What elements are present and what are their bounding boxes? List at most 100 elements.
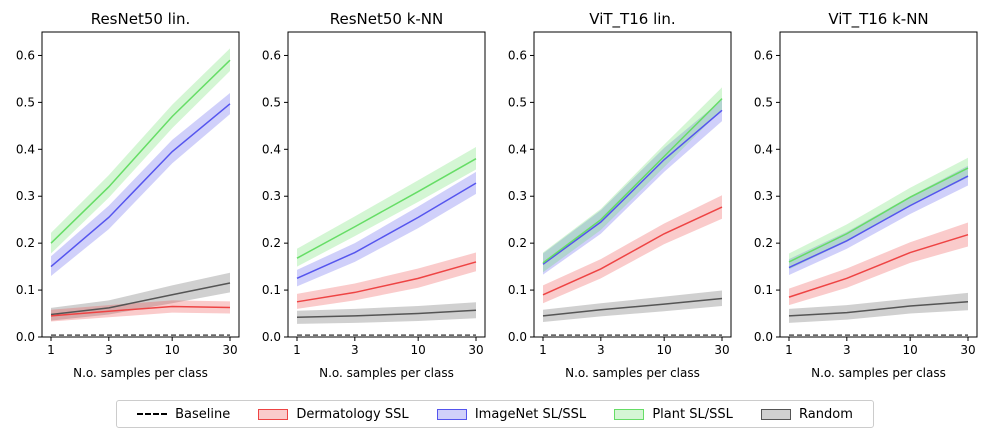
band-random: [789, 292, 968, 323]
band-imagenet-sl-ssl: [789, 165, 968, 276]
line-dermatology-ssl: [788, 233, 969, 298]
panel-resnet50-k-nn: 0.0 0.1 0.2 0.3 0.4 0.5 0.6 1 3 10 30 ResNet50 k-NN…: [262, 10, 486, 380]
axes-frame: [287, 31, 486, 338]
x-tick-label: 3: [105, 343, 113, 357]
y-tick-label: 0.2: [262, 236, 281, 250]
y-tick-label: 0.5: [508, 95, 527, 109]
y-tick-label: 0.3: [262, 189, 281, 203]
x-axis-label: N.o. samples per class: [565, 366, 700, 380]
legend-item-imagenet-sl-ssl: ImageNet SL/SSL: [436, 406, 587, 422]
x-tick-label: 1: [539, 343, 547, 357]
line-dermatology-ssl: [50, 305, 231, 317]
band-plant-sl-ssl: [789, 157, 968, 270]
legend-label: Baseline: [175, 406, 231, 422]
band-plant-sl-ssl: [543, 87, 722, 273]
legend-color-swatch: [761, 408, 792, 420]
line-plant-sl-ssl: [788, 167, 969, 263]
axes-frame: [41, 31, 240, 338]
x-tick-label: 3: [351, 343, 359, 357]
y-tick-label: 0.4: [262, 142, 281, 156]
x-tick-label: 30: [222, 343, 237, 357]
y-tick-label: 0.2: [754, 236, 773, 250]
axes-frame: [533, 31, 732, 338]
legend-color-swatch: [436, 408, 467, 420]
band-dermatology-ssl: [51, 300, 230, 322]
y-tick-label: 0.0: [508, 330, 527, 344]
y-tick-label: 0.6: [754, 48, 773, 62]
x-tick-label: 10: [657, 343, 672, 357]
line-random: [50, 282, 231, 316]
line-plant-sl-ssl: [542, 98, 723, 264]
panel-vit-t16-lin: 0.0 0.1 0.2 0.3 0.4 0.5 0.6 1 3 10 30 ViT_T16 lin. N…: [508, 10, 732, 380]
panel-title: ViT_T16 k-NN: [828, 10, 928, 29]
y-tick-label: 0.2: [16, 236, 35, 250]
panel-title: ViT_T16 lin.: [589, 10, 675, 29]
x-tick-label: 1: [293, 343, 301, 357]
legend-label: Plant SL/SSL: [652, 406, 733, 422]
y-tick-label: 0.1: [508, 283, 527, 297]
legend-label: Random: [799, 406, 853, 422]
x-tick-label: 10: [165, 343, 180, 357]
line-random: [542, 297, 723, 317]
axes-frame: [779, 31, 978, 338]
line-imagenet-sl-ssl: [542, 109, 723, 265]
x-axis-label: N.o. samples per class: [319, 366, 454, 380]
y-tick-label: 0.5: [262, 95, 281, 109]
band-random: [51, 272, 230, 321]
y-tick-label: 0.4: [508, 142, 527, 156]
line-random: [296, 309, 477, 319]
panel-title: ResNet50 lin.: [91, 10, 191, 28]
x-tick-label: 3: [597, 343, 605, 357]
line-plant-sl-ssl: [296, 158, 477, 259]
legend-color-swatch: [614, 408, 645, 420]
y-tick-label: 0.0: [16, 330, 35, 344]
band-dermatology-ssl: [543, 195, 722, 304]
line-imagenet-sl-ssl: [50, 103, 231, 268]
y-tick-label: 0.2: [508, 236, 527, 250]
legend: Baseline Dermatology SSL ImageNet SL/SSL Pl…: [116, 400, 874, 428]
band-random: [297, 302, 476, 324]
x-axis-label: N.o. samples per class: [73, 366, 208, 380]
x-tick-label: 30: [714, 343, 729, 357]
line-imagenet-sl-ssl: [296, 182, 477, 280]
legend-color-swatch: [258, 408, 289, 420]
y-tick-label: 0.1: [754, 283, 773, 297]
y-tick-label: 0.4: [16, 142, 35, 156]
y-tick-label: 0.0: [262, 330, 281, 344]
legend-label: ImageNet SL/SSL: [474, 406, 587, 422]
y-tick-label: 0.1: [16, 283, 35, 297]
y-tick-label: 0.6: [16, 48, 35, 62]
line-plant-sl-ssl: [50, 59, 231, 244]
line-dermatology-ssl: [542, 206, 723, 296]
line-dermatology-ssl: [296, 261, 477, 303]
legend-item-baseline: Baseline: [137, 407, 230, 422]
x-tick-label: 30: [468, 343, 483, 357]
y-tick-label: 0.5: [16, 95, 35, 109]
x-tick-label: 10: [411, 343, 426, 357]
legend-label: Dermatology SSL: [296, 406, 409, 422]
legend-line-swatch: [137, 413, 168, 415]
x-tick-label: 1: [47, 343, 55, 357]
band-plant-sl-ssl: [297, 146, 476, 267]
y-tick-label: 0.0: [754, 330, 773, 344]
y-tick-label: 0.6: [262, 48, 281, 62]
x-tick-label: 10: [903, 343, 918, 357]
panel-resnet50-lin: 0.0 0.1 0.2 0.3 0.4 0.5 0.6 1 3 10 30 ResNet50 lin.…: [16, 10, 240, 380]
y-tick-label: 0.3: [754, 189, 773, 203]
band-dermatology-ssl: [789, 222, 968, 306]
legend-item-random: Random: [761, 407, 853, 422]
y-tick-label: 0.3: [508, 189, 527, 203]
y-tick-label: 0.4: [754, 142, 773, 156]
y-tick-label: 0.6: [508, 48, 527, 62]
y-tick-label: 0.5: [754, 95, 773, 109]
y-tick-label: 0.1: [262, 283, 281, 297]
x-tick-label: 3: [843, 343, 851, 357]
y-tick-label: 0.3: [16, 189, 35, 203]
line-random: [788, 301, 969, 317]
legend-item-dermatology-ssl: Dermatology SSL: [258, 406, 409, 422]
x-tick-label: 1: [785, 343, 793, 357]
panel-title: ResNet50 k-NN: [330, 10, 444, 28]
legend-item-plant-sl-ssl: Plant SL/SSL: [614, 407, 733, 422]
x-axis-label: N.o. samples per class: [811, 366, 946, 380]
